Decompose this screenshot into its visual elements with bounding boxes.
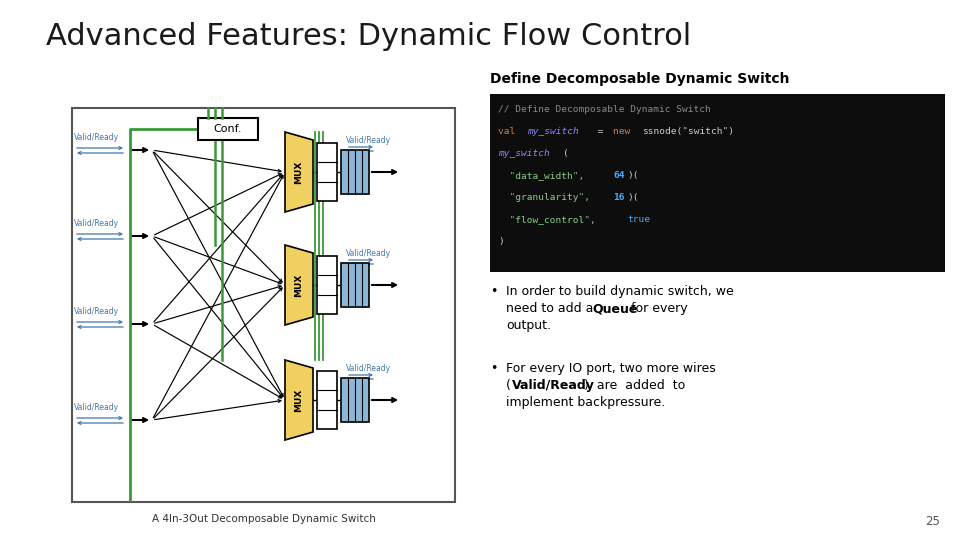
- Bar: [317, 143, 337, 201]
- Text: new: new: [613, 127, 636, 136]
- Text: Define Decomposable Dynamic Switch: Define Decomposable Dynamic Switch: [490, 72, 789, 86]
- Bar: [198, 118, 258, 140]
- Text: In order to build dynamic switch, we: In order to build dynamic switch, we: [506, 285, 733, 298]
- Bar: [490, 94, 945, 272]
- Bar: [341, 378, 369, 422]
- Text: Valid/Ready: Valid/Ready: [346, 364, 391, 373]
- Text: ): ): [498, 237, 504, 246]
- Bar: [341, 150, 369, 194]
- Text: "data_width",: "data_width",: [498, 171, 590, 180]
- Text: (: (: [506, 379, 511, 392]
- Text: )  are  added  to: ) are added to: [584, 379, 684, 392]
- Text: For every IO port, two more wires: For every IO port, two more wires: [506, 362, 716, 375]
- Text: my_switch: my_switch: [498, 149, 550, 158]
- Text: 16: 16: [613, 193, 625, 202]
- Text: // Define Decomposable Dynamic Switch: // Define Decomposable Dynamic Switch: [498, 105, 710, 114]
- Text: Conf.: Conf.: [214, 124, 242, 134]
- Bar: [317, 256, 337, 314]
- Text: A 4In-3Out Decomposable Dynamic Switch: A 4In-3Out Decomposable Dynamic Switch: [152, 514, 375, 524]
- Text: •: •: [490, 285, 497, 298]
- Bar: [317, 371, 337, 429]
- Text: Advanced Features: Dynamic Flow Control: Advanced Features: Dynamic Flow Control: [46, 22, 691, 51]
- Polygon shape: [285, 132, 313, 212]
- Text: true: true: [628, 215, 651, 224]
- Text: val: val: [498, 127, 521, 136]
- Text: my_switch: my_switch: [527, 127, 579, 136]
- Text: output.: output.: [506, 319, 551, 332]
- Text: =: =: [591, 127, 609, 136]
- Text: MUX: MUX: [295, 273, 303, 296]
- Text: Valid/Ready: Valid/Ready: [346, 136, 391, 145]
- Text: MUX: MUX: [295, 160, 303, 184]
- Text: Valid/Ready: Valid/Ready: [346, 249, 391, 258]
- Bar: [341, 263, 369, 307]
- Text: ssnode("switch"): ssnode("switch"): [642, 127, 734, 136]
- Polygon shape: [285, 245, 313, 325]
- Text: Valid/Ready: Valid/Ready: [74, 133, 119, 142]
- Text: 25: 25: [925, 515, 940, 528]
- Text: 64: 64: [613, 171, 625, 180]
- Text: (: (: [563, 149, 568, 158]
- Text: MUX: MUX: [295, 388, 303, 411]
- Text: Valid/Ready: Valid/Ready: [74, 219, 119, 228]
- Text: Valid/Ready: Valid/Ready: [513, 379, 595, 392]
- Text: "granularity",: "granularity",: [498, 193, 590, 202]
- Text: Valid/Ready: Valid/Ready: [74, 403, 119, 412]
- Text: Valid/Ready: Valid/Ready: [74, 307, 119, 316]
- Text: implement backpressure.: implement backpressure.: [506, 396, 665, 409]
- Polygon shape: [285, 360, 313, 440]
- Text: for every: for every: [627, 302, 687, 315]
- Text: "flow_control",: "flow_control",: [498, 215, 602, 224]
- Bar: [72, 108, 455, 502]
- Text: need to add a: need to add a: [506, 302, 597, 315]
- Text: Queue: Queue: [592, 302, 638, 315]
- Text: •: •: [490, 362, 497, 375]
- Text: )(: )(: [628, 193, 639, 202]
- Text: )(: )(: [628, 171, 639, 180]
